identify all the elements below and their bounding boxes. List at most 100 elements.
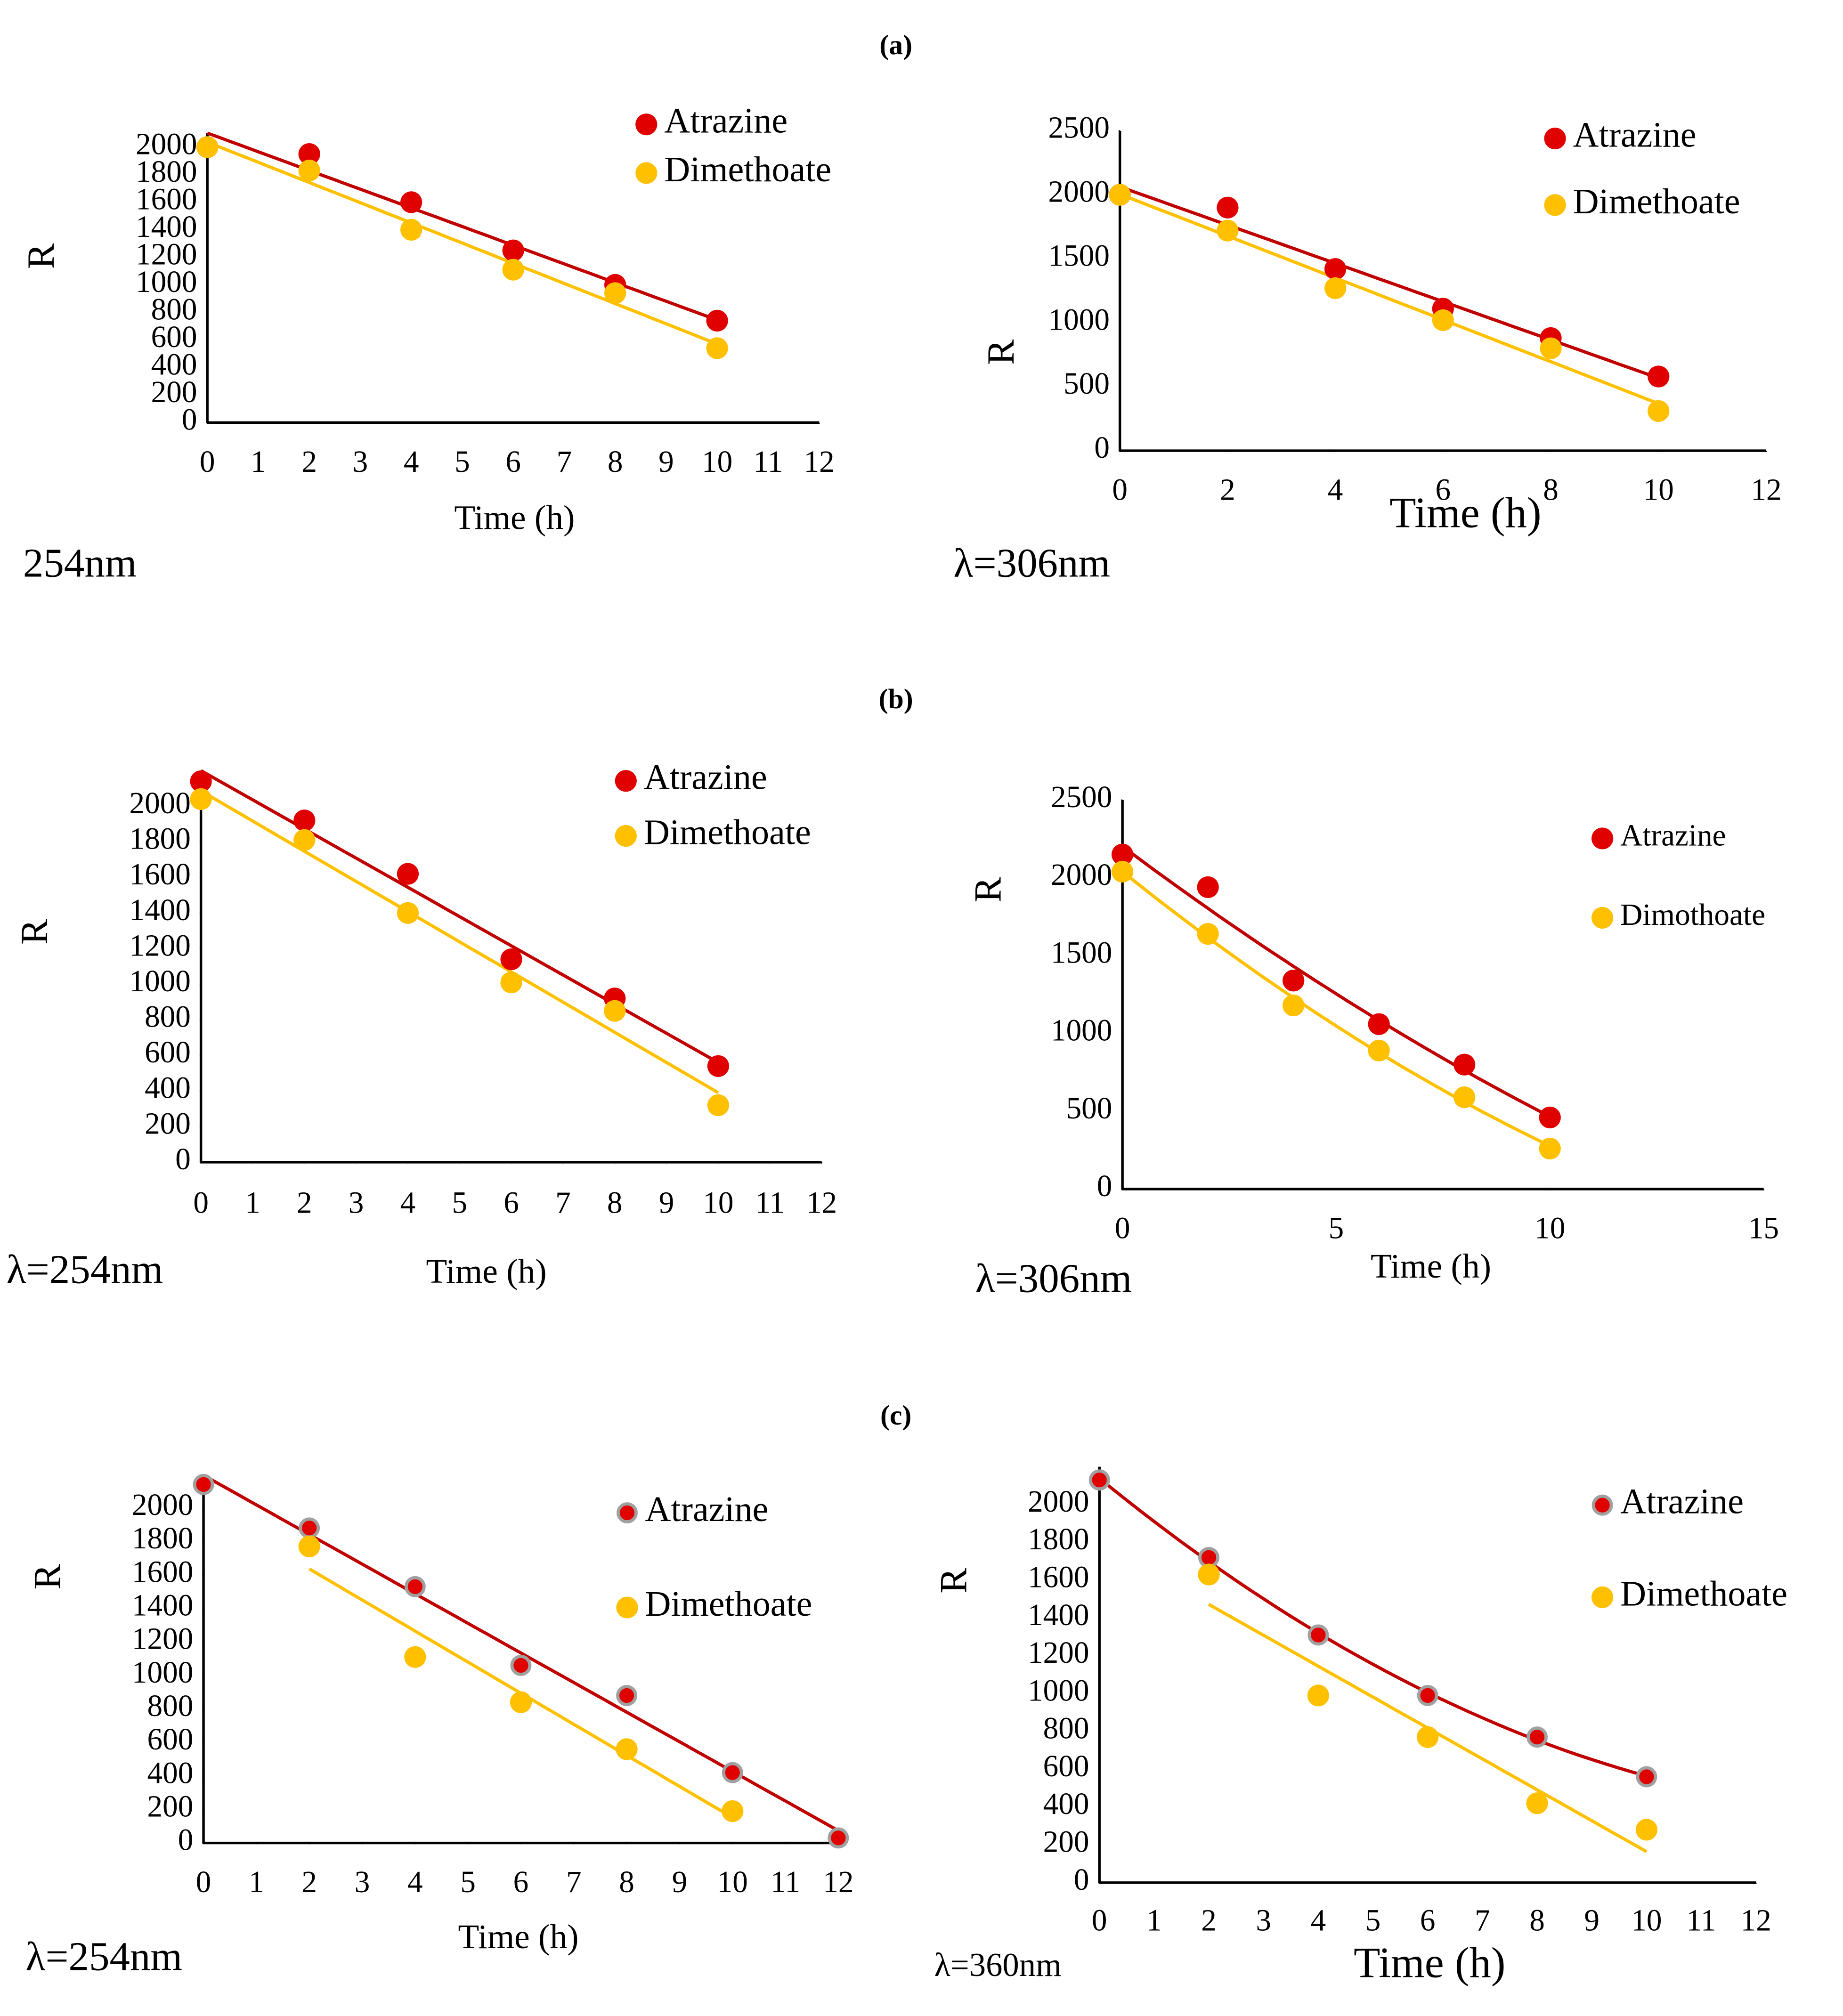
trendline bbox=[1121, 870, 1551, 1148]
y-tick-label: 1400 bbox=[1028, 1598, 1089, 1632]
x-tick-label: 3 bbox=[355, 1865, 370, 1899]
x-tick-label: 5 bbox=[1365, 1904, 1381, 1938]
x-tick-label: 8 bbox=[1543, 473, 1559, 507]
point bbox=[604, 1000, 626, 1022]
x-tick-label: 12 bbox=[1751, 473, 1781, 507]
y-tick-label: 800 bbox=[1043, 1712, 1089, 1746]
y-axis-label: R bbox=[19, 243, 62, 269]
point bbox=[190, 770, 212, 793]
legend-marker bbox=[1544, 127, 1566, 150]
point bbox=[400, 219, 422, 241]
point bbox=[293, 810, 316, 832]
y-tick-label: 1600 bbox=[1028, 1560, 1089, 1594]
point bbox=[1636, 1766, 1657, 1788]
x-tick-label: 11 bbox=[1687, 1904, 1716, 1938]
point bbox=[1088, 1469, 1110, 1491]
x-axis-label: Time (h) bbox=[426, 1252, 547, 1290]
point bbox=[1307, 1624, 1329, 1646]
trendline bbox=[1121, 845, 1551, 1118]
x-tick-label: 7 bbox=[566, 1865, 582, 1899]
chart: 0 500 1000 1500 2000 2500 0 2 4 6 8 10 12 Time (h) Rλ=… bbox=[953, 111, 1781, 586]
x-tick-label: 9 bbox=[658, 445, 674, 479]
point bbox=[299, 1517, 320, 1539]
panel-label: (c) bbox=[880, 1400, 911, 1431]
y-tick-label: 800 bbox=[145, 1000, 191, 1034]
x-axis-label: Time (h) bbox=[454, 498, 575, 536]
x-tick-label: 7 bbox=[1475, 1904, 1490, 1938]
legend-label: Dimethoate bbox=[644, 812, 811, 852]
x-tick-label: 5 bbox=[460, 1865, 476, 1899]
panel-label: (b) bbox=[879, 683, 913, 714]
y-tick-label: 2000 bbox=[132, 1488, 193, 1522]
x-tick-label: 6 bbox=[503, 1186, 519, 1220]
y-tick-label: 1000 bbox=[1028, 1674, 1089, 1708]
y-tick-label: 0 bbox=[178, 1823, 194, 1857]
annotation: λ=254nm bbox=[7, 1247, 163, 1292]
y-tick-label: 600 bbox=[145, 1036, 191, 1069]
y-tick-label: 1200 bbox=[136, 237, 197, 271]
legend-label: Dimethoate bbox=[645, 1584, 812, 1624]
x-tick-label: 4 bbox=[404, 445, 419, 479]
point bbox=[502, 259, 524, 281]
x-tick-label: 1 bbox=[1146, 1904, 1162, 1938]
trendline bbox=[200, 789, 719, 1094]
x-tick-label: 6 bbox=[505, 445, 521, 479]
point bbox=[1526, 1792, 1548, 1814]
x-tick-label: 8 bbox=[608, 445, 623, 479]
x-tick-label: 10 bbox=[717, 1865, 748, 1899]
annotation: 254nm bbox=[23, 540, 137, 585]
x-tick-label: 0 bbox=[1115, 1212, 1130, 1246]
legend-label: Atrazine bbox=[645, 1490, 769, 1529]
point bbox=[397, 902, 419, 924]
x-tick-label: 1 bbox=[251, 445, 266, 479]
x-tick-label: 10 bbox=[1643, 473, 1674, 507]
x-tick-label: 11 bbox=[755, 1186, 785, 1220]
y-tick-label: 2500 bbox=[1048, 111, 1110, 145]
x-tick-label: 8 bbox=[619, 1865, 634, 1899]
x-tick-label: 12 bbox=[806, 1186, 837, 1220]
point bbox=[1112, 860, 1134, 883]
x-axis-label: Time (h) bbox=[1389, 489, 1542, 537]
y-tick-label: 500 bbox=[1066, 1092, 1112, 1125]
x-tick-label: 4 bbox=[400, 1186, 416, 1220]
x-tick-label: 1 bbox=[245, 1186, 260, 1220]
point bbox=[1635, 1819, 1657, 1841]
x-tick-label: 10 bbox=[1534, 1212, 1565, 1246]
annotation: λ=306nm bbox=[975, 1255, 1132, 1301]
y-axis-label: R bbox=[13, 919, 56, 945]
y-tick-label: 1600 bbox=[132, 1555, 193, 1589]
y-tick-label: 200 bbox=[151, 375, 197, 409]
point bbox=[298, 160, 320, 182]
point bbox=[828, 1827, 849, 1849]
x-tick-label: 12 bbox=[804, 445, 835, 479]
y-tick-label: 400 bbox=[147, 1756, 194, 1790]
y-tick-label: 600 bbox=[1043, 1749, 1089, 1783]
point bbox=[293, 829, 316, 851]
legend-label: Dimethoate bbox=[664, 150, 831, 189]
x-tick-label: 0 bbox=[200, 445, 215, 479]
point bbox=[616, 1685, 638, 1706]
y-tick-label: 1600 bbox=[136, 182, 197, 216]
legend-marker bbox=[1591, 1494, 1613, 1516]
point bbox=[502, 239, 524, 261]
y-tick-label: 1000 bbox=[1051, 1014, 1112, 1048]
y-tick-label: 500 bbox=[1064, 367, 1110, 401]
y-tick-label: 2000 bbox=[1048, 175, 1110, 209]
x-tick-label: 0 bbox=[196, 1865, 211, 1899]
x-axis-label: Time (h) bbox=[1354, 1938, 1506, 1986]
y-tick-label: 1800 bbox=[1028, 1522, 1089, 1556]
y-tick-label: 2000 bbox=[129, 786, 190, 820]
legend-label: Dimethoate bbox=[1620, 1574, 1787, 1613]
point bbox=[1453, 1086, 1476, 1109]
legend-marker bbox=[615, 770, 637, 792]
x-tick-label: 9 bbox=[1584, 1904, 1599, 1938]
annotation: λ=360nm bbox=[934, 1947, 1062, 1984]
x-tick-label: 11 bbox=[753, 445, 783, 479]
point bbox=[1109, 184, 1131, 206]
point bbox=[1526, 1726, 1548, 1748]
